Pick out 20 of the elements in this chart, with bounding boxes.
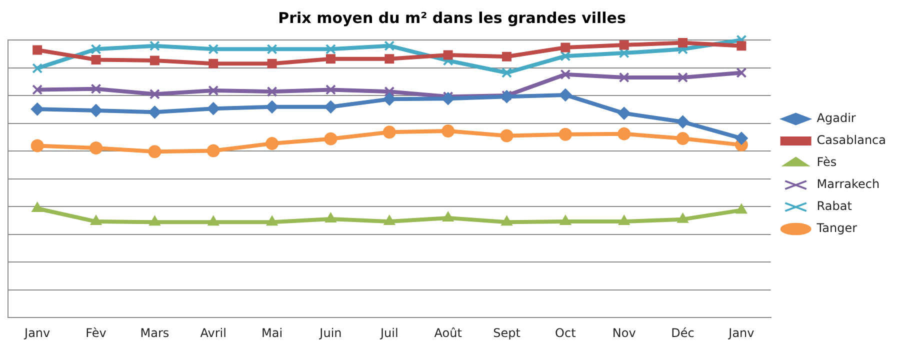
x-tick-label: Août <box>434 326 462 340</box>
x-tick-label: Déc <box>671 326 694 340</box>
x-tick-label: Mars <box>140 326 170 340</box>
x-tick-label: Nov <box>612 326 636 340</box>
x-tick-label: Avril <box>200 326 226 340</box>
legend-label: Agadir <box>816 111 856 126</box>
x-tick-label: Janv <box>728 326 754 340</box>
legend-label: Rabat <box>816 199 852 214</box>
legend-label: Tanger <box>816 221 858 236</box>
x-tick-label: Mai <box>262 326 283 340</box>
legend-label: Fès <box>816 155 837 170</box>
chart-title: Prix moyen du m² dans les grandes villes <box>278 8 626 27</box>
x-tick-label: Sept <box>493 326 521 340</box>
legend-label: Marrakech <box>816 177 880 192</box>
x-tick-label: Oct <box>555 326 576 340</box>
x-tick-label: Juil <box>379 326 398 340</box>
x-tick-label: Janv <box>24 326 50 340</box>
legend-label: Casablanca <box>816 133 886 148</box>
x-tick-label: Juin <box>318 326 342 340</box>
x-tick-label: Fèv <box>86 326 106 340</box>
